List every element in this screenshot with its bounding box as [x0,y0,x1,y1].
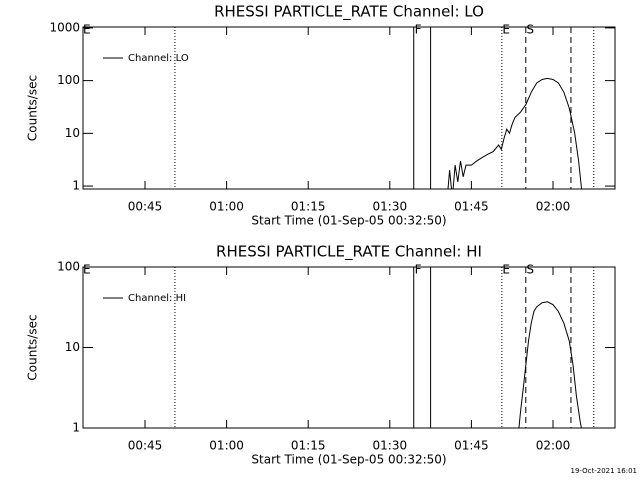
y-axis-label: Counts/sec [26,314,40,380]
data-line [447,77,583,189]
y-tick-label: 100 [57,73,80,87]
x-tick-label: 01:30 [373,200,408,214]
legend-label: Channel: HI [128,293,186,304]
chart-title: RHESSI PARTICLE_RATE Channel: LO [214,3,484,22]
event-marker: S [526,263,534,277]
event-marker: F [415,263,422,277]
event-marker: E [502,23,510,37]
legend-label: Channel: LO [128,53,189,64]
y-tick-label: 10 [65,340,80,354]
x-tick-label: 01:45 [454,439,489,453]
event-marker: S [526,23,534,37]
y-tick-label: 100 [57,260,80,274]
x-tick-label: 01:45 [454,200,489,214]
x-tick-label: 01:00 [209,200,244,214]
x-tick-label: 02:00 [536,439,571,453]
y-tick-label: 1000 [49,20,80,34]
panel: RHESSI PARTICLE_RATE Channel: HI Start Ti… [26,243,616,467]
x-tick-label: 00:45 [128,200,163,214]
x-tick-label: 01:15 [291,439,326,453]
y-tick-label: 1 [72,421,80,435]
x-tick-label: 01:15 [291,200,326,214]
y-tick-label: 10 [65,126,80,140]
data-line [518,301,582,428]
plot-frame [82,26,616,190]
x-tick-label: 01:00 [209,439,244,453]
event-marker: E [83,23,91,37]
x-axis-label: Start Time (01-Sep-05 00:32:50) [251,214,446,228]
panel: RHESSI PARTICLE_RATE Channel: LO Start Ti… [26,3,616,228]
x-tick-label: 02:00 [536,200,571,214]
y-axis-label: Counts/sec [26,75,40,141]
plot-frame [82,266,616,429]
x-tick-label: 01:30 [373,439,408,453]
event-marker: F [415,23,422,37]
chart-title: RHESSI PARTICLE_RATE Channel: HI [216,243,482,262]
y-tick-label: 1 [72,179,80,193]
event-marker: E [502,263,510,277]
x-axis-label: Start Time (01-Sep-05 00:32:50) [251,453,446,467]
event-marker: E [83,263,91,277]
x-tick-label: 00:45 [128,439,163,453]
footer: 19-Oct-2021 16:01 [571,467,637,475]
